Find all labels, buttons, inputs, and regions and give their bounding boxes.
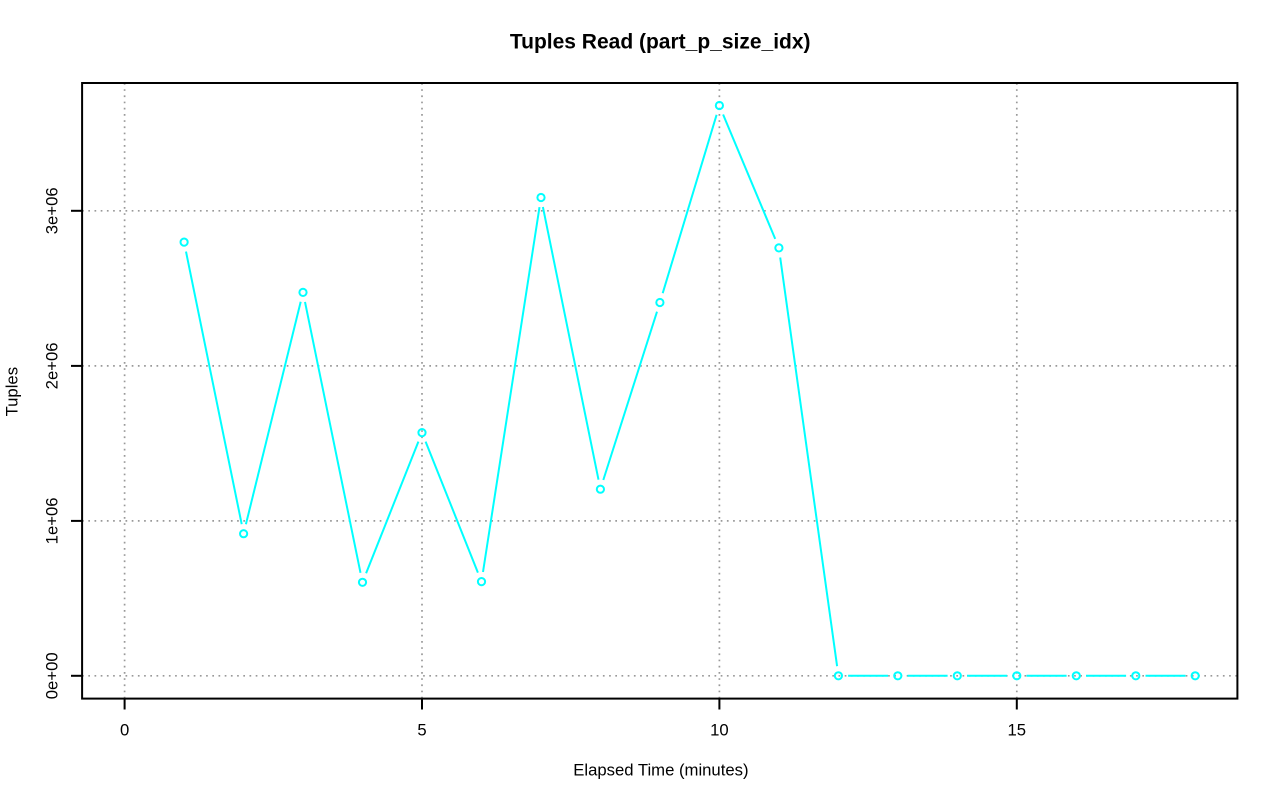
svg-text:Elapsed Time (minutes): Elapsed Time (minutes) [573,760,748,779]
svg-text:15: 15 [1008,721,1027,740]
svg-text:1e+06: 1e+06 [42,497,61,544]
svg-text:Tuples Read (part_p_size_idx): Tuples Read (part_p_size_idx) [510,30,811,53]
svg-text:0e+00: 0e+00 [42,652,61,699]
svg-text:2e+06: 2e+06 [42,342,61,389]
svg-text:0: 0 [120,721,129,740]
svg-text:3e+06: 3e+06 [42,187,61,234]
svg-text:5: 5 [417,721,426,740]
svg-text:Tuples: Tuples [3,367,22,416]
svg-text:10: 10 [710,721,729,740]
